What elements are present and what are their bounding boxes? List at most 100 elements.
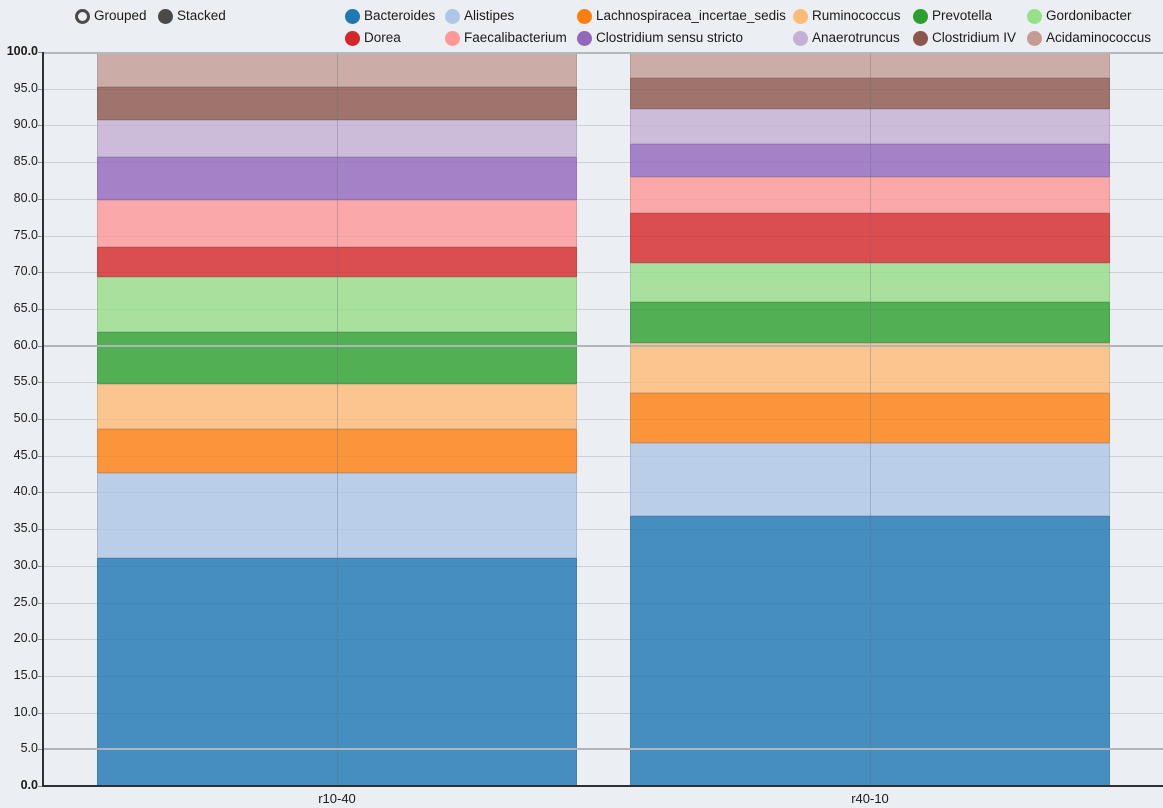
gridline bbox=[44, 639, 1163, 641]
bar-segment[interactable] bbox=[630, 392, 1110, 444]
y-tick-mark bbox=[38, 492, 43, 494]
bar-segment[interactable] bbox=[97, 473, 577, 559]
x-category-label: r40-10 bbox=[851, 791, 889, 806]
y-tick-mark bbox=[38, 529, 43, 531]
y-tick-label: 65.0 bbox=[13, 300, 38, 315]
grouped-radio-label: Grouped bbox=[94, 8, 147, 23]
gridline bbox=[44, 125, 1163, 127]
bar-segment[interactable] bbox=[630, 212, 1110, 264]
bar-segment[interactable] bbox=[97, 429, 577, 474]
y-tick-mark bbox=[38, 308, 43, 310]
y-tick-label: 15.0 bbox=[13, 667, 38, 682]
legend-item[interactable]: Prevotella bbox=[913, 8, 992, 24]
y-tick-mark bbox=[38, 749, 43, 751]
stacked-bar-r10-40 bbox=[97, 52, 577, 786]
stacked-radio[interactable]: Stacked bbox=[158, 8, 226, 24]
bar-segment[interactable] bbox=[97, 276, 577, 333]
bar-segment[interactable] bbox=[97, 246, 577, 277]
bar-segment[interactable] bbox=[97, 87, 577, 121]
y-tick-label: 10.0 bbox=[13, 704, 38, 719]
legend-label: Dorea bbox=[364, 30, 401, 45]
gridline bbox=[44, 162, 1163, 164]
bar-segment[interactable] bbox=[97, 558, 577, 786]
legend-item[interactable]: Lachnospiracea_incertae_sedis bbox=[577, 8, 786, 24]
legend-item[interactable]: Clostridium sensu stricto bbox=[577, 30, 743, 46]
gridline bbox=[44, 712, 1163, 714]
bar-segment[interactable] bbox=[630, 176, 1110, 213]
guide-line bbox=[44, 748, 1163, 751]
bar-segment[interactable] bbox=[97, 120, 577, 157]
bar-segment[interactable] bbox=[97, 332, 577, 384]
bar-segment[interactable] bbox=[630, 78, 1110, 109]
legend-item[interactable]: Alistipes bbox=[445, 8, 514, 24]
legend-swatch-icon bbox=[793, 8, 808, 24]
legend-label: Bacteroides bbox=[364, 8, 436, 23]
bar-segment[interactable] bbox=[630, 342, 1110, 393]
y-tick-label: 20.0 bbox=[13, 631, 38, 646]
legend-label: Gordonibacter bbox=[1046, 8, 1132, 23]
bar-segment[interactable] bbox=[97, 156, 577, 201]
bar-segment[interactable] bbox=[630, 52, 1110, 79]
legend-label: Alistipes bbox=[464, 8, 515, 23]
gridline bbox=[44, 382, 1163, 384]
y-tick-mark bbox=[38, 235, 43, 237]
y-tick-mark bbox=[38, 786, 43, 787]
gridline bbox=[44, 235, 1163, 237]
bar-segment[interactable] bbox=[630, 301, 1110, 343]
legend-swatch-icon bbox=[345, 30, 360, 46]
category-gridline bbox=[337, 52, 338, 786]
legend-item[interactable]: Dorea bbox=[345, 30, 401, 46]
legend-swatch-icon bbox=[577, 8, 592, 24]
legend-swatch-icon bbox=[913, 30, 928, 46]
bar-segment[interactable] bbox=[630, 263, 1110, 302]
bar-segment[interactable] bbox=[630, 143, 1110, 177]
bar-segment[interactable] bbox=[97, 200, 577, 247]
gridline bbox=[44, 52, 1163, 54]
y-tick-mark bbox=[38, 565, 43, 567]
legend-item[interactable]: Anaerotruncus bbox=[793, 30, 900, 46]
y-tick-label: 30.0 bbox=[13, 557, 38, 572]
y-tick-mark bbox=[38, 345, 43, 347]
y-tick-label: 60.0 bbox=[13, 337, 38, 352]
legend-item[interactable]: Clostridium IV bbox=[913, 30, 1016, 46]
legend-item[interactable]: Acidaminococcus bbox=[1027, 30, 1151, 46]
y-tick-mark bbox=[38, 198, 43, 200]
legend-item[interactable]: Gordonibacter bbox=[1027, 8, 1132, 24]
legend-swatch-icon bbox=[445, 8, 460, 24]
legend-swatch-icon bbox=[345, 8, 360, 24]
y-tick-label: 90.0 bbox=[13, 117, 38, 132]
y-tick-label: 55.0 bbox=[13, 374, 38, 389]
legend-label: Ruminococcus bbox=[812, 8, 901, 23]
y-tick-mark bbox=[38, 88, 43, 90]
y-axis-line bbox=[42, 52, 44, 787]
gridline bbox=[44, 198, 1163, 200]
legend-label: Anaerotruncus bbox=[812, 30, 900, 45]
y-tick-mark bbox=[38, 675, 43, 677]
legend-label: Clostridium IV bbox=[932, 30, 1017, 45]
bar-segment[interactable] bbox=[97, 52, 577, 88]
bar-segment[interactable] bbox=[630, 515, 1110, 786]
grouped-radio[interactable]: Grouped bbox=[75, 8, 147, 24]
y-tick-mark bbox=[38, 52, 43, 53]
y-tick-mark bbox=[38, 162, 43, 164]
legend-item[interactable]: Bacteroides bbox=[345, 8, 435, 24]
legend-item[interactable]: Ruminococcus bbox=[793, 8, 901, 24]
bar-segment[interactable] bbox=[630, 108, 1110, 144]
gridline bbox=[44, 88, 1163, 90]
gridline bbox=[44, 602, 1163, 604]
bar-segment[interactable] bbox=[630, 443, 1110, 516]
y-tick-label: 0.0 bbox=[20, 778, 38, 792]
y-tick-label: 85.0 bbox=[13, 154, 38, 169]
radio-selected-icon[interactable] bbox=[158, 8, 173, 24]
legend-label: Prevotella bbox=[932, 8, 993, 23]
legend-swatch-icon bbox=[1027, 30, 1042, 46]
legend-item[interactable]: Faecalibacterium bbox=[445, 30, 567, 46]
legend-swatch-icon bbox=[793, 30, 808, 46]
radio-unselected-icon[interactable] bbox=[75, 8, 90, 24]
x-axis-line bbox=[44, 785, 1163, 787]
y-tick-label: 40.0 bbox=[13, 484, 38, 499]
y-tick-mark bbox=[38, 639, 43, 641]
y-tick-mark bbox=[38, 712, 43, 714]
gridline bbox=[44, 492, 1163, 494]
bar-segment[interactable] bbox=[97, 383, 577, 430]
